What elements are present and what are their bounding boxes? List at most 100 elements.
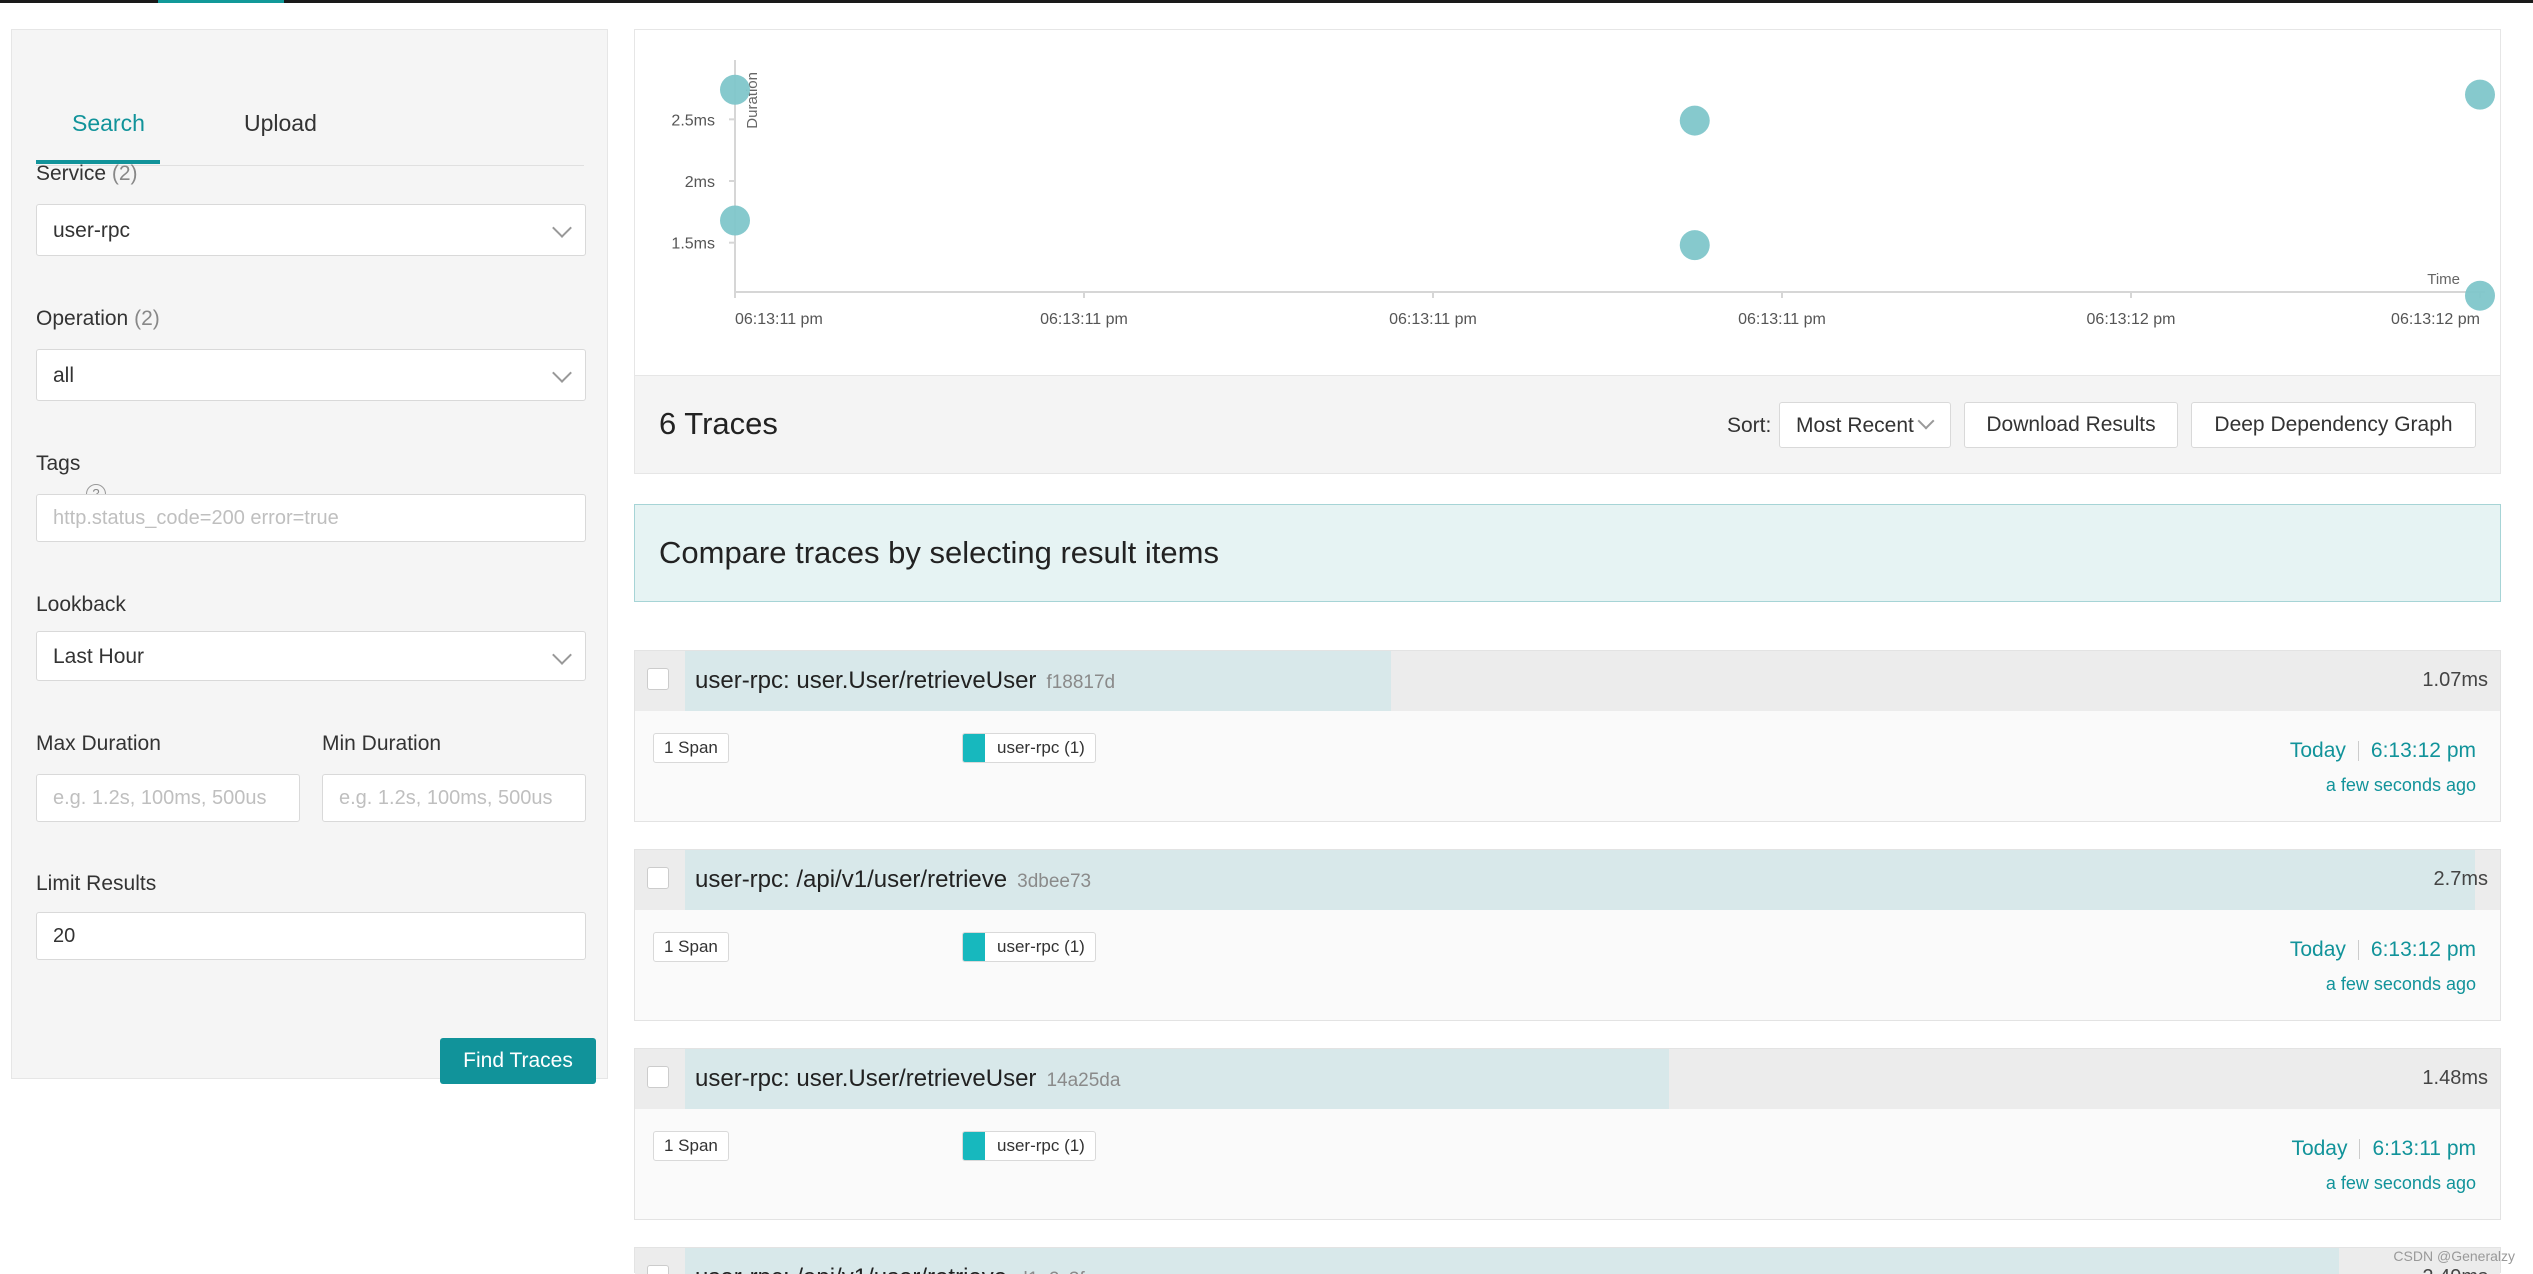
scatter-point: [720, 74, 750, 105]
lookback-select[interactable]: Last Hour: [36, 631, 586, 681]
trace-start-time: Today 6:13:11 pm: [2291, 1137, 2476, 1160]
trace-duration: 2.7ms: [2433, 868, 2488, 890]
service-color-swatch: [963, 933, 985, 961]
max-duration-label: Max Duration: [36, 732, 161, 755]
service-color-swatch: [963, 1132, 985, 1160]
y-tick-label: 2.5ms: [671, 112, 715, 129]
service-color-swatch: [963, 734, 985, 762]
trace-duration-bar: [685, 850, 2475, 910]
deep-dependency-graph-button[interactable]: Deep Dependency Graph: [2191, 402, 2476, 448]
operation-select[interactable]: all: [36, 349, 586, 401]
trace-duration: 1.07ms: [2422, 669, 2488, 691]
trace-start-time: Today 6:13:12 pm: [2289, 739, 2476, 762]
trace-item-header[interactable]: user-rpc: /api/v1/user/retrieve 3dbee73 2…: [635, 850, 2500, 910]
trace-item[interactable]: user-rpc: /api/v1/user/retrieved1e2c3f 2…: [634, 1247, 2501, 1274]
span-count-badge: 1 Span: [653, 1131, 729, 1161]
trace-duration-bar: [685, 1248, 2339, 1274]
service-tag: user-rpc (1): [962, 1131, 1096, 1161]
scatter-point: [1679, 230, 1710, 261]
chevron-down-icon: [552, 218, 572, 238]
trace-scatter-plot: 1.5ms 2ms 2.5ms 06:13:11 pm 06:13:11 pm 06:13…: [634, 29, 2501, 376]
search-tabs: Search Upload: [36, 80, 584, 166]
scatter-point: [720, 205, 750, 236]
trace-duration: 2.49ms: [2422, 1266, 2488, 1274]
tab-upload[interactable]: Upload: [244, 110, 317, 136]
chevron-down-icon: [1917, 412, 1935, 430]
x-axis-title: Time: [2427, 271, 2460, 288]
sort-select-value: Most Recent: [1796, 414, 1914, 437]
trace-item[interactable]: user-rpc: user.User/retrieveUser 14a25da …: [634, 1048, 2501, 1220]
chevron-down-icon: [552, 645, 572, 665]
operation-select-value: all: [53, 364, 75, 387]
trace-title[interactable]: user-rpc: /api/v1/user/retrieved1e2c3f: [695, 1264, 1085, 1274]
trace-title[interactable]: user-rpc: /api/v1/user/retrieve 3dbee73: [695, 866, 1092, 893]
top-nav-active-indicator: [158, 0, 284, 3]
y-tick-label: 1.5ms: [671, 236, 715, 253]
watermark: CSDN @Generalzy: [2393, 1248, 2515, 1264]
trace-item-header[interactable]: user-rpc: user.User/retrieveUser 14a25da …: [635, 1049, 2500, 1109]
tags-input[interactable]: [36, 494, 586, 542]
service-select[interactable]: user-rpc: [36, 204, 586, 256]
scatter-point: [2465, 79, 2495, 110]
top-nav-bar: [0, 0, 2533, 3]
trace-item[interactable]: user-rpc: /api/v1/user/retrieve 3dbee73 2…: [634, 849, 2501, 1021]
trace-relative-time: a few seconds ago: [2325, 974, 2476, 994]
trace-item[interactable]: user-rpc: user.User/retrieveUser f18817d …: [634, 650, 2501, 822]
trace-duration-bar: [685, 651, 1391, 711]
trace-duration-bar: [685, 1049, 1669, 1109]
x-tick-label: 06:13:11 pm: [1738, 311, 1826, 328]
scatter-point: [2465, 280, 2495, 311]
traces-count: 6 Traces: [659, 406, 778, 441]
chevron-down-icon: [552, 363, 572, 383]
trace-select-checkbox[interactable]: [647, 668, 669, 690]
lookback-label: Lookback: [36, 593, 126, 616]
trace-title[interactable]: user-rpc: user.User/retrieveUser f18817d: [695, 667, 1116, 694]
trace-title[interactable]: user-rpc: user.User/retrieveUser 14a25da: [695, 1065, 1121, 1092]
span-count-badge: 1 Span: [653, 932, 729, 962]
x-tick-label: 06:13:12 pm: [2391, 311, 2480, 328]
trace-select-checkbox[interactable]: [647, 1265, 669, 1274]
max-duration-input[interactable]: [36, 774, 300, 822]
compare-banner-text: Compare traces by selecting result items: [659, 535, 1219, 570]
trace-duration: 1.48ms: [2422, 1067, 2488, 1089]
service-tag: user-rpc (1): [962, 932, 1096, 962]
min-duration-label: Min Duration: [322, 732, 442, 755]
tab-search[interactable]: Search: [72, 110, 145, 136]
limit-results-input[interactable]: [36, 912, 586, 960]
search-panel: Search Upload Service (2) user-rpc Opera…: [11, 29, 608, 1084]
download-results-button[interactable]: Download Results: [1964, 402, 2178, 448]
trace-id: 14a25da: [1046, 1070, 1121, 1091]
find-traces-button[interactable]: Find Traces: [440, 1038, 596, 1084]
trace-relative-time: a few seconds ago: [2325, 1173, 2476, 1193]
lookback-select-value: Last Hour: [53, 645, 145, 668]
trace-item-header[interactable]: user-rpc: user.User/retrieveUser f18817d …: [635, 651, 2500, 711]
scatter-plot-svg: 1.5ms 2ms 2.5ms 06:13:11 pm 06:13:11 pm 06:13…: [671, 60, 2495, 328]
tags-label: Tags: [36, 452, 81, 475]
trace-select-checkbox[interactable]: [647, 867, 669, 889]
compare-banner: Compare traces by selecting result items: [634, 504, 2501, 602]
trace-item-header[interactable]: user-rpc: /api/v1/user/retrieved1e2c3f 2…: [635, 1248, 2500, 1274]
sort-label: Sort:: [1727, 414, 1772, 437]
span-count-badge: 1 Span: [653, 733, 729, 763]
trace-select-checkbox[interactable]: [647, 1066, 669, 1088]
service-label: Service (2): [36, 162, 138, 185]
service-select-value: user-rpc: [53, 219, 131, 242]
x-tick-label: 06:13:11 pm: [735, 311, 823, 328]
trace-id: d1e2c3f: [1017, 1269, 1085, 1274]
service-tag: user-rpc (1): [962, 733, 1096, 763]
x-tick-label: 06:13:11 pm: [1040, 311, 1128, 328]
scatter-point: [1679, 105, 1710, 136]
active-tab-indicator: [36, 160, 160, 164]
results-header: 6 Traces Sort: Most Recent Download Resu…: [634, 376, 2501, 474]
y-tick-label: 2ms: [685, 174, 715, 191]
trace-id: 3dbee73: [1017, 871, 1092, 892]
operation-label: Operation (2): [36, 307, 160, 330]
sort-select[interactable]: Most Recent: [1779, 402, 1951, 448]
trace-id: f18817d: [1046, 672, 1116, 693]
trace-start-time: Today 6:13:12 pm: [2289, 938, 2476, 961]
min-duration-input[interactable]: [322, 774, 586, 822]
x-tick-label: 06:13:11 pm: [1389, 311, 1477, 328]
limit-results-label: Limit Results: [36, 872, 157, 895]
trace-relative-time: a few seconds ago: [2325, 775, 2476, 795]
x-tick-label: 06:13:12 pm: [2087, 311, 2176, 328]
